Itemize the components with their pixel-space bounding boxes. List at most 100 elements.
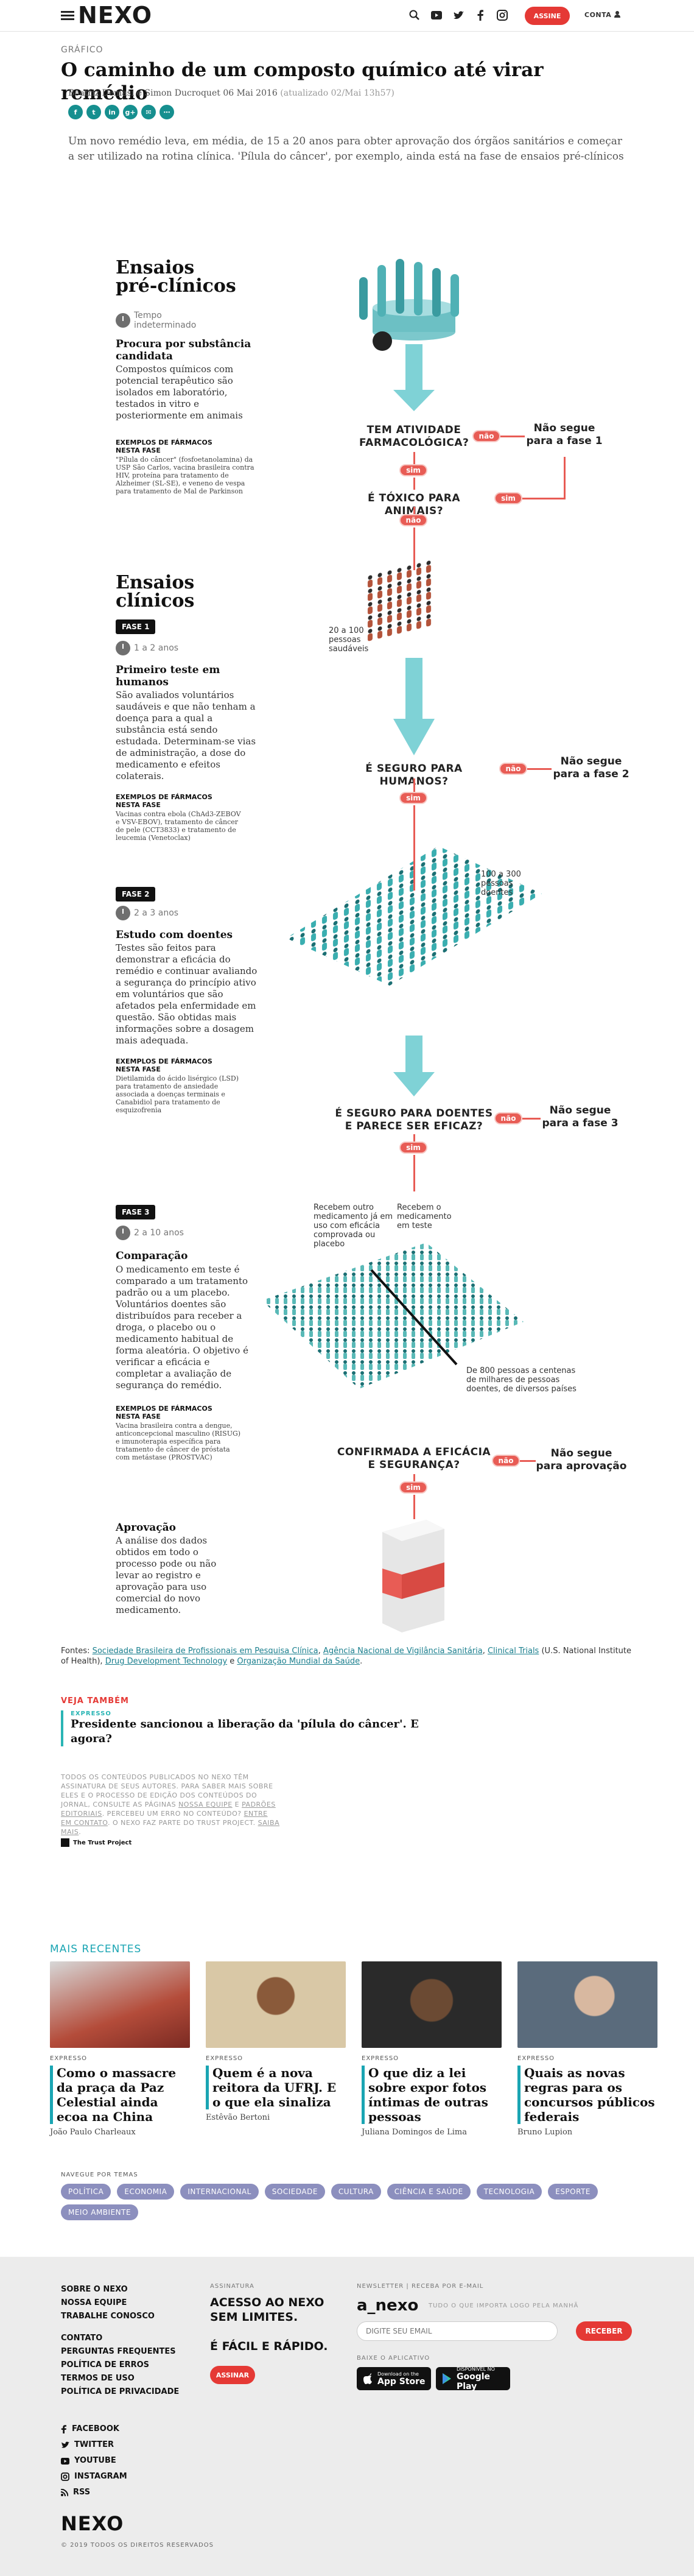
recent-card[interactable]: EXPRESSO Como o massacre da praça da Paz … bbox=[50, 1961, 190, 2137]
sources: Fontes: Sociedade Brasileira de Profissi… bbox=[61, 1646, 632, 1666]
facebook-icon bbox=[61, 2425, 66, 2433]
phase2-people: 100 a 300 pessoas doentes bbox=[481, 870, 521, 897]
share-more-icon[interactable]: ⋯ bbox=[159, 105, 174, 119]
related-article[interactable]: EXPRESSO Presidente sancionou a liberação… bbox=[61, 1710, 426, 1746]
share-twitter-icon[interactable]: t bbox=[86, 105, 101, 119]
instagram-icon[interactable] bbox=[496, 9, 509, 22]
youtube-icon[interactable] bbox=[430, 9, 443, 22]
learn-more-link[interactable]: SAIBA MAIS bbox=[61, 1819, 280, 1836]
footer-social-youtube[interactable]: YOUTUBE bbox=[61, 2453, 127, 2469]
footer-links-about: SOBRE O NEXO NOSSA EQUIPE TRABALHE CONOS… bbox=[61, 2283, 155, 2323]
footer-social-twitter[interactable]: TWITTER bbox=[61, 2437, 127, 2453]
clock-icon bbox=[116, 641, 130, 655]
search-icon[interactable] bbox=[408, 9, 421, 22]
footer-link[interactable]: TRABALHE CONOSCO bbox=[61, 2312, 155, 2321]
connector bbox=[564, 457, 566, 499]
medicine-box-illustration bbox=[382, 1520, 444, 1632]
footer-link[interactable]: SOBRE O NEXO bbox=[61, 2285, 128, 2294]
footer-link[interactable]: POLÍTICA DE PRIVACIDADE bbox=[61, 2387, 180, 2396]
phase1-examples-heading: EXEMPLOS DE FÁRMACOS NESTA FASE bbox=[116, 793, 212, 809]
answer-no: não bbox=[494, 1112, 522, 1124]
source-link[interactable]: Agência Nacional de Vigilância Sanitária bbox=[323, 1646, 483, 1656]
footer-social-rss[interactable]: RSS bbox=[61, 2485, 127, 2500]
phase2-examples-heading: EXEMPLOS DE FÁRMACOS NESTA FASE bbox=[116, 1057, 212, 1073]
newsletter-submit-button[interactable]: RECEBER bbox=[576, 2321, 632, 2341]
article-title: O caminho de um composto químico até vir… bbox=[61, 59, 544, 104]
footer-social-instagram[interactable]: INSTAGRAM bbox=[61, 2469, 127, 2485]
topic-chip[interactable]: TECNOLOGIA bbox=[476, 2184, 542, 2200]
answer-no: não bbox=[492, 1455, 520, 1467]
question-confirmed: CONFIRMADA A EFICÁCIA E SEGURANÇA? bbox=[337, 1446, 491, 1471]
connector bbox=[522, 1118, 541, 1120]
footer-logo[interactable]: NEXO bbox=[61, 2512, 124, 2535]
share-email-icon[interactable]: ✉ bbox=[141, 105, 156, 119]
app-store-button[interactable]: Download on the App Store bbox=[357, 2367, 431, 2390]
preclinical-examples: "Pílula do câncer" (fosfoetanolamina) da… bbox=[116, 456, 254, 495]
connector bbox=[522, 498, 564, 499]
phase1-body: São avaliados voluntários saudáveis e qu… bbox=[116, 690, 256, 782]
answer-yes: sim bbox=[399, 1142, 427, 1154]
recent-card[interactable]: EXPRESSO Quais as novas regras para os co… bbox=[517, 1961, 657, 2137]
connector bbox=[413, 478, 415, 490]
answer-yes: sim bbox=[399, 792, 427, 804]
stop-phase2: Não segue para a fase 2 bbox=[553, 755, 629, 780]
editorial-link[interactable]: PADRÕES EDITORIAIS bbox=[61, 1801, 276, 1818]
phase3-body: O medicamento em teste é comparado a um … bbox=[116, 1264, 248, 1391]
subscribe-button[interactable]: ASSINE bbox=[525, 7, 570, 25]
menu-icon[interactable] bbox=[61, 11, 74, 21]
share-googleplus-icon[interactable]: g+ bbox=[123, 105, 138, 119]
answer-yes: sim bbox=[399, 1481, 427, 1494]
footer-link[interactable]: NOSSA EQUIPE bbox=[61, 2298, 127, 2307]
phase2-body: Testes são feitos para demonstrar a efic… bbox=[116, 942, 258, 1046]
topic-chip[interactable]: CIÊNCIA E SAÚDE bbox=[387, 2184, 471, 2200]
footer-link[interactable]: PERGUNTAS FREQUENTES bbox=[61, 2347, 176, 2356]
account-link[interactable]: CONTA bbox=[584, 11, 620, 19]
topic-chip[interactable]: SOCIEDADE bbox=[264, 2184, 325, 2200]
facebook-icon[interactable] bbox=[474, 9, 487, 22]
source-link[interactable]: Organização Mundial da Saúde bbox=[237, 1657, 360, 1666]
source-link[interactable]: Drug Development Technology bbox=[105, 1657, 228, 1666]
topic-chip[interactable]: INTERNACIONAL bbox=[180, 2184, 259, 2200]
connector bbox=[413, 452, 415, 464]
connector bbox=[413, 1474, 415, 1481]
newsletter-email-input[interactable] bbox=[357, 2321, 558, 2341]
phase2-crowd bbox=[286, 846, 542, 986]
footer-link[interactable]: CONTATO bbox=[61, 2334, 103, 2343]
answer-no: não bbox=[499, 763, 527, 775]
contact-link[interactable]: ENTRE EM CONTATO bbox=[61, 1810, 268, 1827]
source-link[interactable]: Sociedade Brasileira de Profissionais em… bbox=[92, 1646, 318, 1656]
connector bbox=[413, 778, 415, 792]
answer-no: não bbox=[399, 514, 427, 526]
infographic-art bbox=[262, 259, 542, 1632]
down-arrow bbox=[393, 344, 435, 411]
connector bbox=[413, 1155, 415, 1191]
phase1-label: FASE 1 bbox=[116, 619, 156, 634]
connector bbox=[413, 528, 415, 570]
topic-chip[interactable]: ESPORTE bbox=[548, 2184, 598, 2200]
recent-card[interactable]: EXPRESSO O que diz a lei sobre expor foto… bbox=[362, 1961, 502, 2137]
topic-chip[interactable]: POLÍTICA bbox=[61, 2184, 111, 2200]
stop-phase1: Não segue para a fase 1 bbox=[526, 422, 603, 447]
topic-chip[interactable]: ECONOMIA bbox=[117, 2184, 175, 2200]
share-linkedin-icon[interactable]: in bbox=[105, 105, 119, 119]
footer-subscribe-button[interactable]: ASSINAR bbox=[210, 2366, 255, 2384]
subscription-pitch: ACESSO AO NEXO SEM LIMITES. bbox=[210, 2296, 324, 2324]
trust-project-logo[interactable]: The Trust Project bbox=[61, 1838, 131, 1847]
share-facebook-icon[interactable]: f bbox=[68, 105, 83, 119]
footer-link[interactable]: POLÍTICA DE ERROS bbox=[61, 2360, 150, 2370]
clock-icon bbox=[116, 906, 130, 920]
phase3-label: FASE 3 bbox=[116, 1205, 156, 1219]
topic-chip[interactable]: MEIO AMBIENTE bbox=[61, 2204, 139, 2220]
answer-yes: sim bbox=[399, 464, 427, 476]
team-link[interactable]: NOSSA EQUIPE bbox=[178, 1801, 233, 1808]
twitter-icon[interactable] bbox=[452, 9, 465, 22]
source-link[interactable]: Clinical Trials bbox=[487, 1646, 539, 1656]
footer-link[interactable]: TERMOS DE USO bbox=[61, 2374, 135, 2383]
instagram-icon bbox=[61, 2472, 69, 2481]
article-kicker: GRÁFICO bbox=[61, 45, 103, 55]
footer-social-facebook[interactable]: FACEBOOK bbox=[61, 2421, 127, 2437]
site-logo[interactable]: NEXO bbox=[78, 2, 153, 29]
topic-chip[interactable]: CULTURA bbox=[331, 2184, 381, 2200]
connector bbox=[413, 1495, 415, 1519]
recent-card[interactable]: EXPRESSO Quem é a nova reitora da UFRJ. E… bbox=[206, 1961, 346, 2122]
